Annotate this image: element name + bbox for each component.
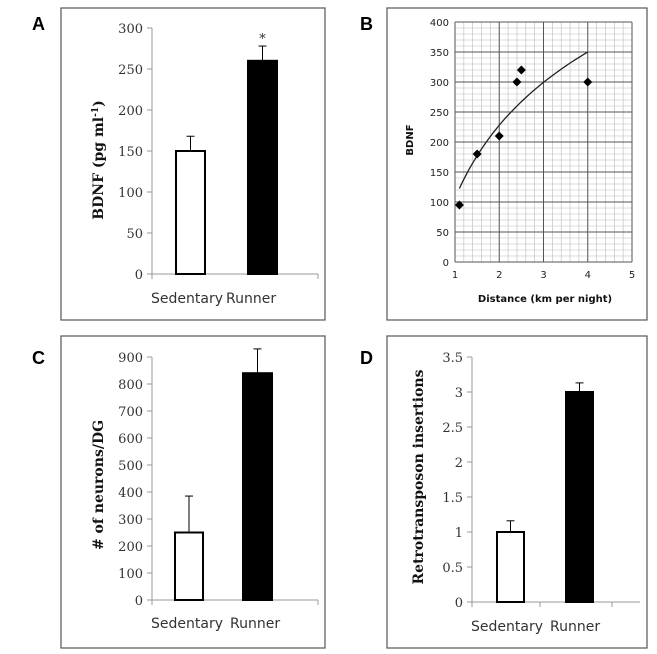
panel-b-xtick-label: 5: [629, 270, 635, 281]
panel-b-ytick-label: 250: [430, 108, 449, 119]
panelD-ytick-label: 0: [455, 596, 463, 611]
panel-d-frame: [386, 335, 648, 649]
panelD-ytick-label: 1.5: [442, 491, 463, 506]
panel-a-ylabel-sup: -1: [91, 107, 101, 117]
panel-c-chart: # of neurons/DG Sedentary Runner 0 100 200…: [91, 348, 319, 632]
panelA-bar-runner: [247, 59, 278, 275]
panel-d-ylabel: Retrotransposon insertions: [411, 369, 427, 584]
panel-b-xtick-label: 2: [496, 270, 502, 281]
panel-label-d: D: [360, 348, 373, 368]
panelD-ytick-label: 0.5: [442, 561, 463, 576]
panelD-ytick-label: 2: [455, 456, 463, 471]
panel-b-frame: [386, 7, 648, 321]
panelC-ytick-label: 500: [118, 459, 143, 474]
panelD-bar-sedentary: [496, 531, 525, 603]
panel-b-xtick-label: 4: [585, 270, 591, 281]
panel-label-a: A: [32, 14, 45, 34]
panel-a-ylabel-end: ): [91, 100, 107, 107]
panelD-ytick-label: 3: [455, 386, 463, 401]
panel-b-xtick-label: 1: [452, 270, 458, 281]
panelC-ytick-label: 200: [118, 540, 143, 555]
panel-b-ytick-label: 300: [430, 78, 449, 89]
panel-c-xcat-0: Sedentary: [151, 616, 223, 632]
panelC-ytick-label: 900: [118, 351, 143, 366]
panelC-bar-sedentary: [174, 531, 204, 601]
panel-c-xcat-1: Runner: [230, 616, 280, 632]
panelA-ytick-label: 100: [118, 186, 143, 201]
panel-b-ytick-label: 0: [443, 258, 449, 269]
panel-a-ylabel-main: BDNF (pg ml: [91, 117, 107, 220]
panel-b-point-2: [494, 131, 504, 141]
panelA-ytick-label: 200: [118, 104, 143, 119]
panelC-ytick-label: 600: [118, 432, 143, 447]
panel-b-point-3: [512, 77, 522, 87]
panel-a-xcat-0: Sedentary: [151, 291, 223, 307]
panelA-ytick-label: 300: [118, 22, 143, 37]
panel-label-c: C: [32, 348, 45, 368]
panel-a-ylabel: BDNF (pg ml-1): [91, 100, 107, 219]
panel-d-chart: Retrotransposon insertions Sedentary Run…: [411, 351, 640, 635]
panel-b-ytick-label: 350: [430, 48, 449, 59]
panel-b-point-4: [516, 65, 526, 75]
panelC-ytick-label: 400: [118, 486, 143, 501]
panelA-ytick-label: 150: [118, 145, 143, 160]
panelC-ytick-label: 100: [118, 567, 143, 582]
panel-b-point-1: [472, 149, 482, 159]
panel-a-frame: [60, 7, 326, 321]
panel-b-ytick-label: 150: [430, 168, 449, 179]
panel-b-xlabel: Distance (km per night): [478, 294, 612, 305]
panelC-ytick-label: 0: [135, 594, 143, 609]
panelC-ytick-label: 300: [118, 513, 143, 528]
panelA-ytick-label: 0: [135, 268, 143, 283]
panelC-ytick-label: 800: [118, 378, 143, 393]
panel-b-trendline: [458, 51, 589, 189]
panelA-ytick-label: 250: [118, 63, 143, 78]
panel-c-frame: [60, 335, 326, 649]
panel-label-b: B: [360, 14, 373, 34]
panel-b-ytick-label: 200: [430, 138, 449, 149]
panel-b-ytick-label: 100: [430, 198, 449, 209]
panel-d-xcat-1: Runner: [550, 619, 600, 635]
panelD-bar-runner: [565, 391, 594, 603]
panel-b-chart: BDNF Distance (km per night) 0 50 100 150 20…: [405, 18, 635, 305]
panel-b-point-0: [454, 200, 464, 210]
panelA-ytick-label: 50: [126, 227, 143, 242]
panel-d-xcat-0: Sedentary: [471, 619, 543, 635]
panelC-ytick-label: 700: [118, 405, 143, 420]
panelD-ytick-label: 3.5: [442, 351, 463, 366]
panelD-ytick-label: 2.5: [442, 421, 463, 436]
panel-b-xtick-label: 3: [540, 270, 546, 281]
panel-c-ylabel: # of neurons/DG: [91, 420, 107, 550]
panelA-bar-sedentary: [175, 150, 206, 275]
panel-b-point-5: [583, 77, 593, 87]
panelC-bar-runner: [242, 372, 273, 602]
panel-b-ylabel: BDNF: [405, 124, 416, 155]
panel-a-chart: BDNF (pg ml-1) Sedentary Runner 0 50 100 15…: [91, 22, 319, 307]
panelD-ytick-label: 1: [455, 526, 463, 541]
panelA-significance-mark: *: [259, 32, 266, 47]
panel-b-ytick-label: 400: [430, 18, 449, 29]
panel-b-ytick-label: 50: [436, 228, 449, 239]
panel-a-xcat-1: Runner: [226, 291, 276, 307]
